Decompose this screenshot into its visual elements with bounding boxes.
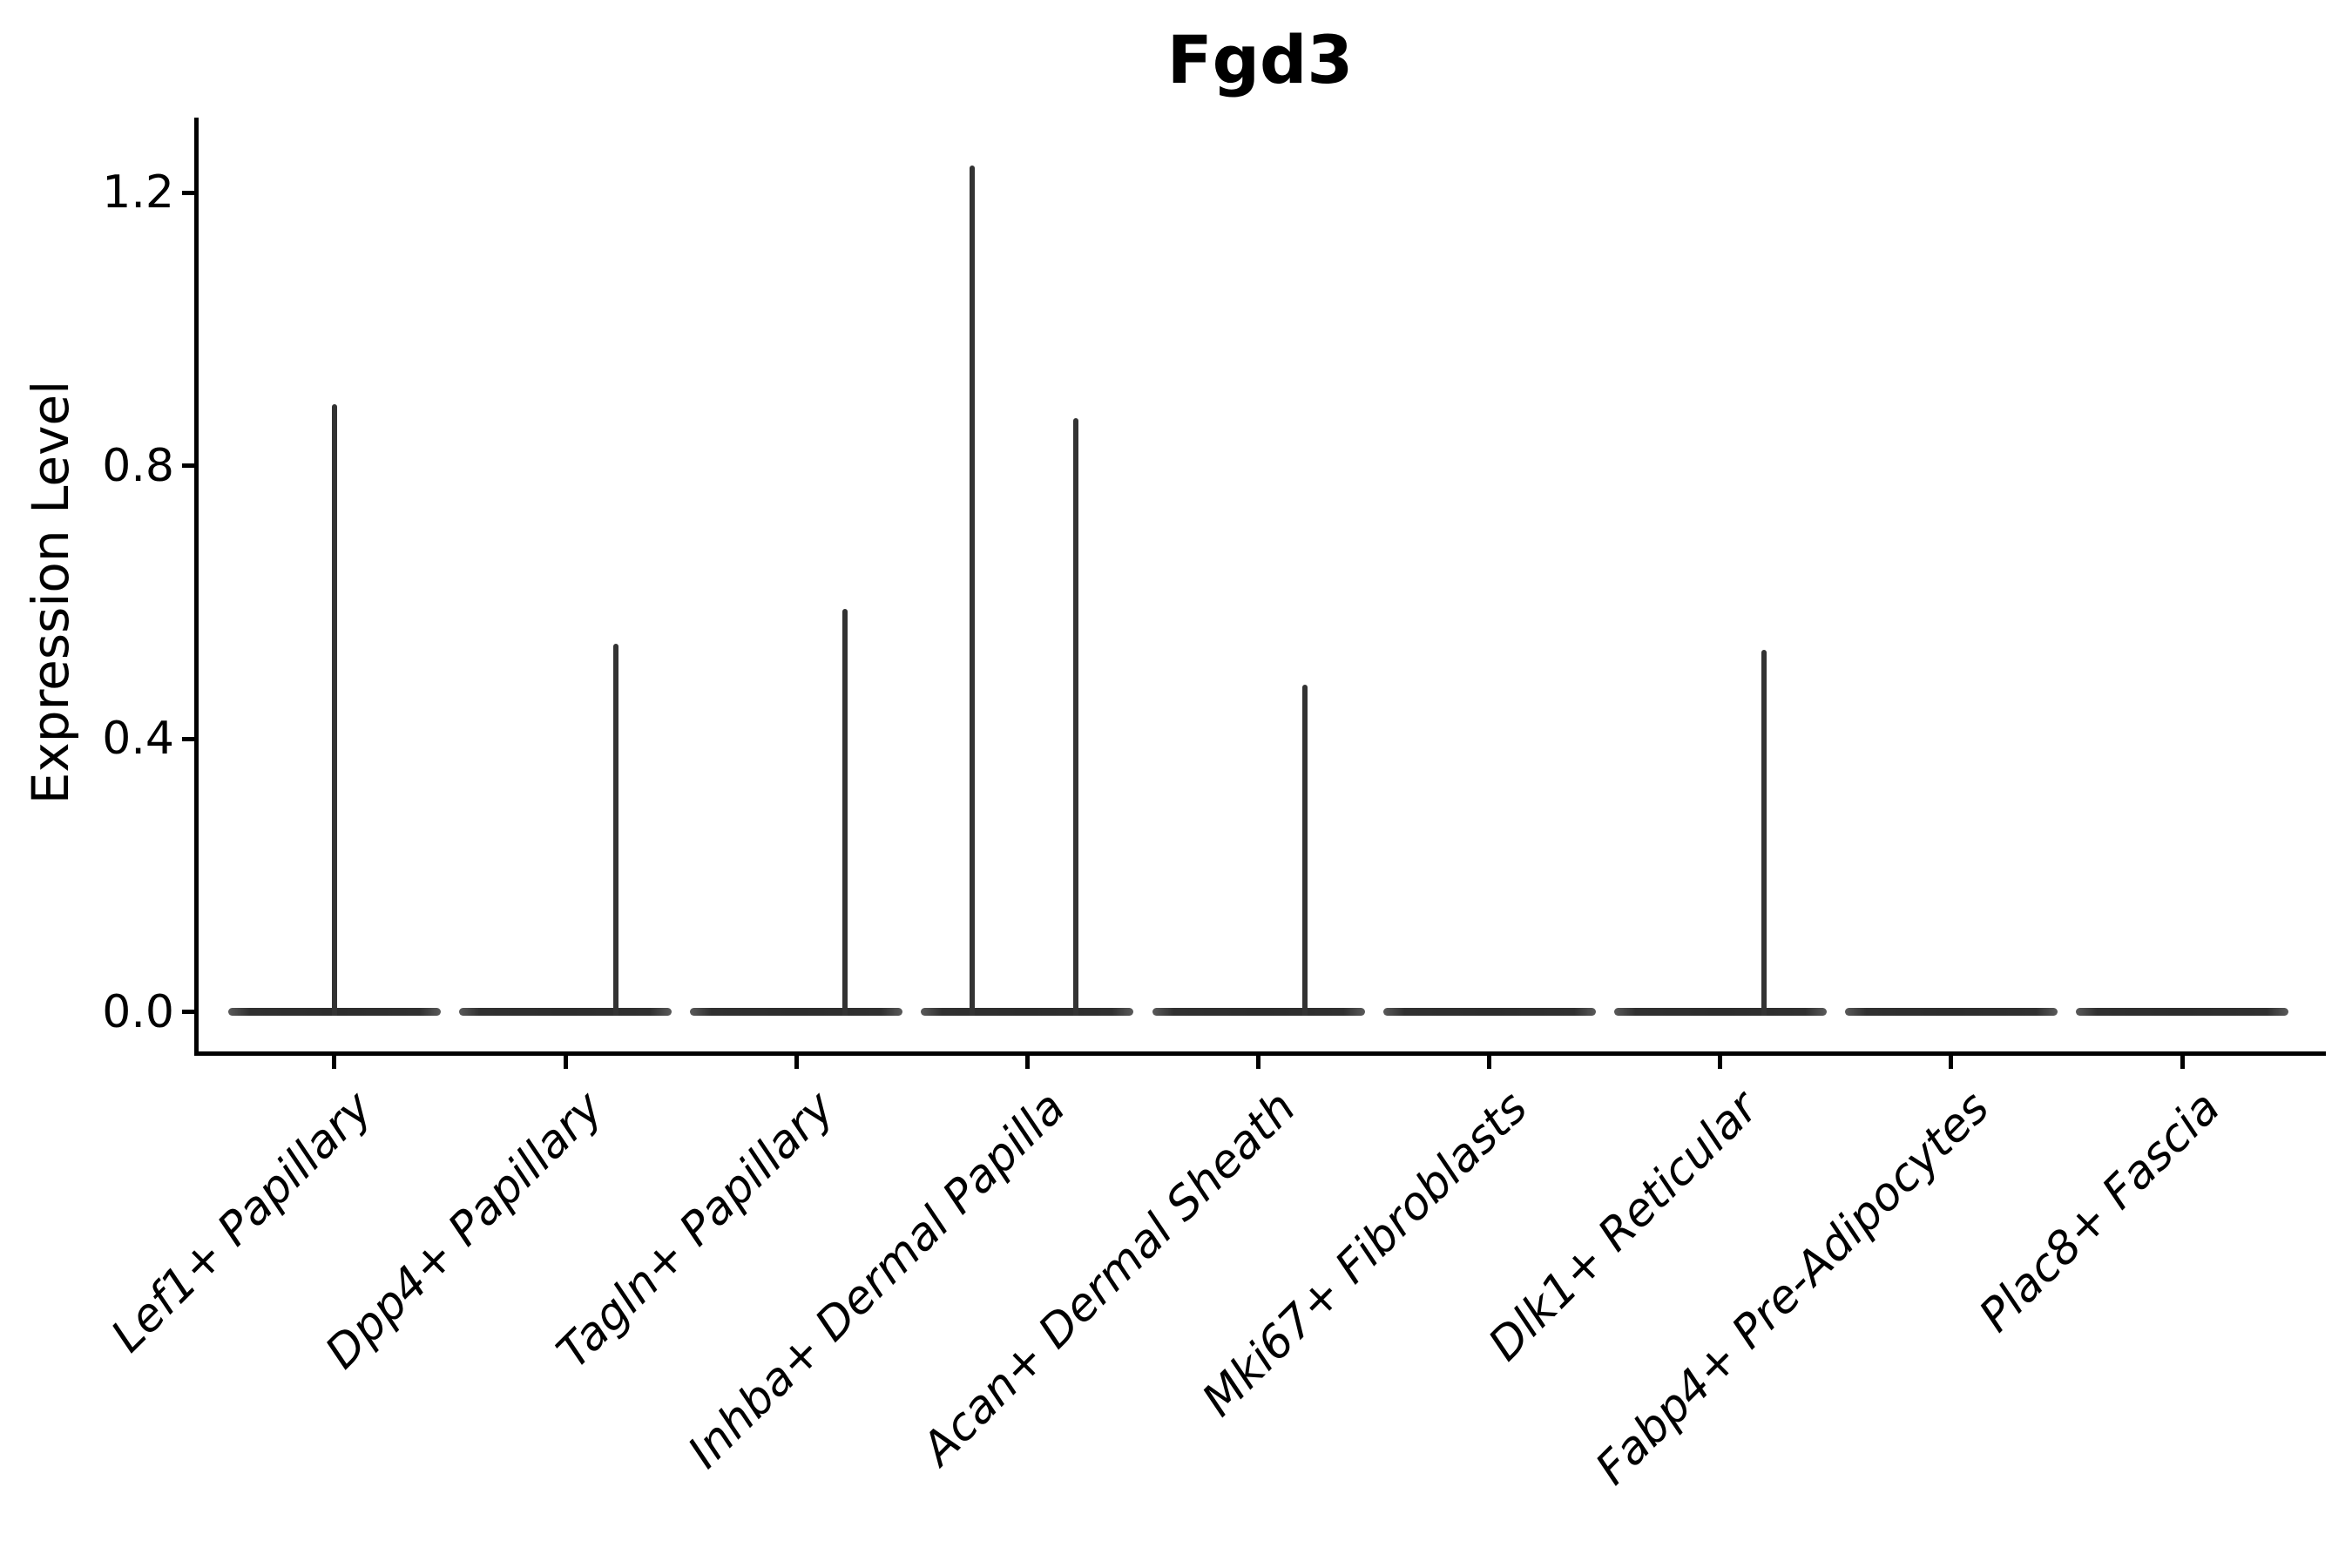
x-axis-tick xyxy=(1256,1056,1261,1069)
y-tick-label: 0.8 xyxy=(102,439,174,492)
x-axis-tick xyxy=(1024,1056,1030,1069)
violin-spike xyxy=(1073,417,1079,1017)
violin-body xyxy=(2076,1008,2289,1017)
plot-title: Fgd3 xyxy=(1166,21,1354,98)
x-tick-label: Plac8+ Fascia xyxy=(1969,1081,2231,1342)
violin-body xyxy=(921,1008,1134,1017)
violin-spike xyxy=(969,165,975,1017)
x-axis-tick xyxy=(2180,1056,2185,1069)
x-axis-tick xyxy=(794,1056,799,1069)
x-axis-line xyxy=(194,1051,2326,1056)
x-axis-tick xyxy=(1718,1056,1723,1069)
y-axis-tick xyxy=(182,1010,194,1015)
x-axis-tick xyxy=(1949,1056,1954,1069)
y-tick-label: 1.2 xyxy=(102,166,174,220)
x-axis-tick xyxy=(563,1056,568,1069)
x-tick-label: Acan+ Dermal Sheath xyxy=(912,1081,1307,1476)
y-tick-label: 0.0 xyxy=(102,985,174,1038)
violin-body xyxy=(459,1008,672,1017)
violin-body xyxy=(690,1008,903,1017)
violin-body xyxy=(1613,1008,1827,1017)
violin-spike xyxy=(841,609,848,1017)
y-axis-tick xyxy=(182,463,194,469)
x-tick-label: Inhba+ Dermal Papilla xyxy=(678,1081,1076,1479)
violin-body xyxy=(1382,1008,1596,1017)
violin-spike xyxy=(1761,650,1767,1017)
x-axis-tick xyxy=(332,1056,337,1069)
y-axis-tick xyxy=(182,190,194,195)
violin-spike xyxy=(613,643,619,1017)
violin-body xyxy=(1844,1008,2058,1017)
violin-spike xyxy=(1301,684,1308,1017)
y-axis-tick xyxy=(182,736,194,741)
y-axis-line xyxy=(194,118,199,1056)
violin-spike xyxy=(331,404,337,1017)
x-tick-label: Fabp4+ Pre-Adipocytes xyxy=(1585,1081,2000,1496)
violin-body xyxy=(1152,1008,1365,1017)
x-axis-tick xyxy=(1487,1056,1492,1069)
y-tick-label: 0.4 xyxy=(102,713,174,766)
